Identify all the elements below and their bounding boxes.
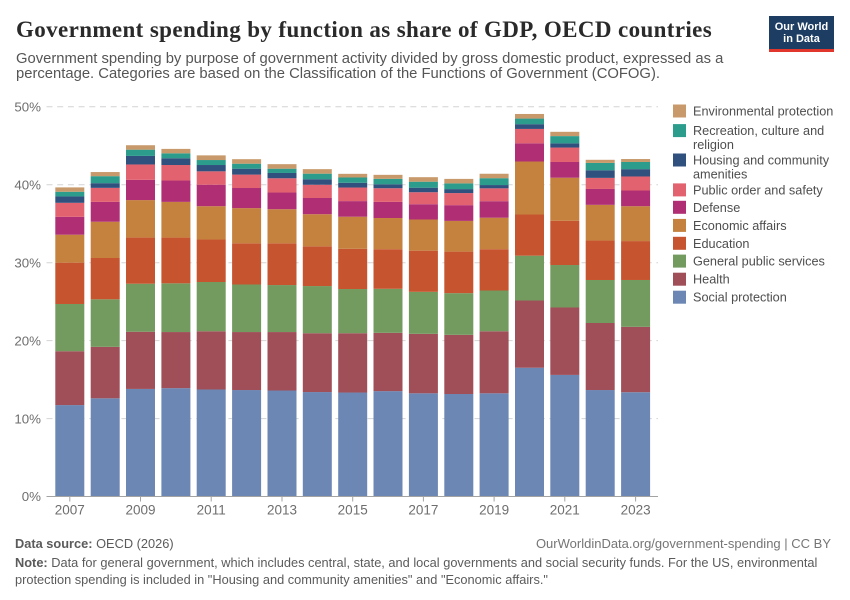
svg-text:amenities: amenities xyxy=(693,167,747,181)
svg-text:2019: 2019 xyxy=(479,503,509,518)
svg-text:2009: 2009 xyxy=(125,503,155,518)
svg-text:10%: 10% xyxy=(14,411,41,426)
svg-text:Defense: Defense xyxy=(693,201,740,215)
svg-text:Recreation, culture and: Recreation, culture and xyxy=(693,124,824,138)
svg-text:30%: 30% xyxy=(14,255,41,270)
svg-text:50%: 50% xyxy=(14,100,41,115)
svg-text:Education: Education xyxy=(693,237,749,251)
svg-text:2023: 2023 xyxy=(621,503,651,518)
svg-text:Environmental protection: Environmental protection xyxy=(693,105,833,119)
svg-text:40%: 40% xyxy=(14,177,41,192)
svg-text:2013: 2013 xyxy=(267,503,297,518)
svg-text:0%: 0% xyxy=(22,489,41,504)
svg-text:General public services: General public services xyxy=(693,255,825,269)
svg-text:2015: 2015 xyxy=(338,503,368,518)
svg-text:20%: 20% xyxy=(14,333,41,348)
svg-text:Public order and safety: Public order and safety xyxy=(693,183,823,197)
svg-text:2017: 2017 xyxy=(408,503,438,518)
svg-text:2011: 2011 xyxy=(197,503,226,518)
svg-text:Social protection: Social protection xyxy=(693,291,787,305)
svg-text:2021: 2021 xyxy=(550,503,580,518)
svg-text:Economic affairs: Economic affairs xyxy=(693,219,787,233)
svg-text:religion: religion xyxy=(693,138,734,152)
svg-text:2007: 2007 xyxy=(55,503,85,518)
svg-text:Health: Health xyxy=(693,273,730,287)
svg-text:Housing and community: Housing and community xyxy=(693,154,830,168)
